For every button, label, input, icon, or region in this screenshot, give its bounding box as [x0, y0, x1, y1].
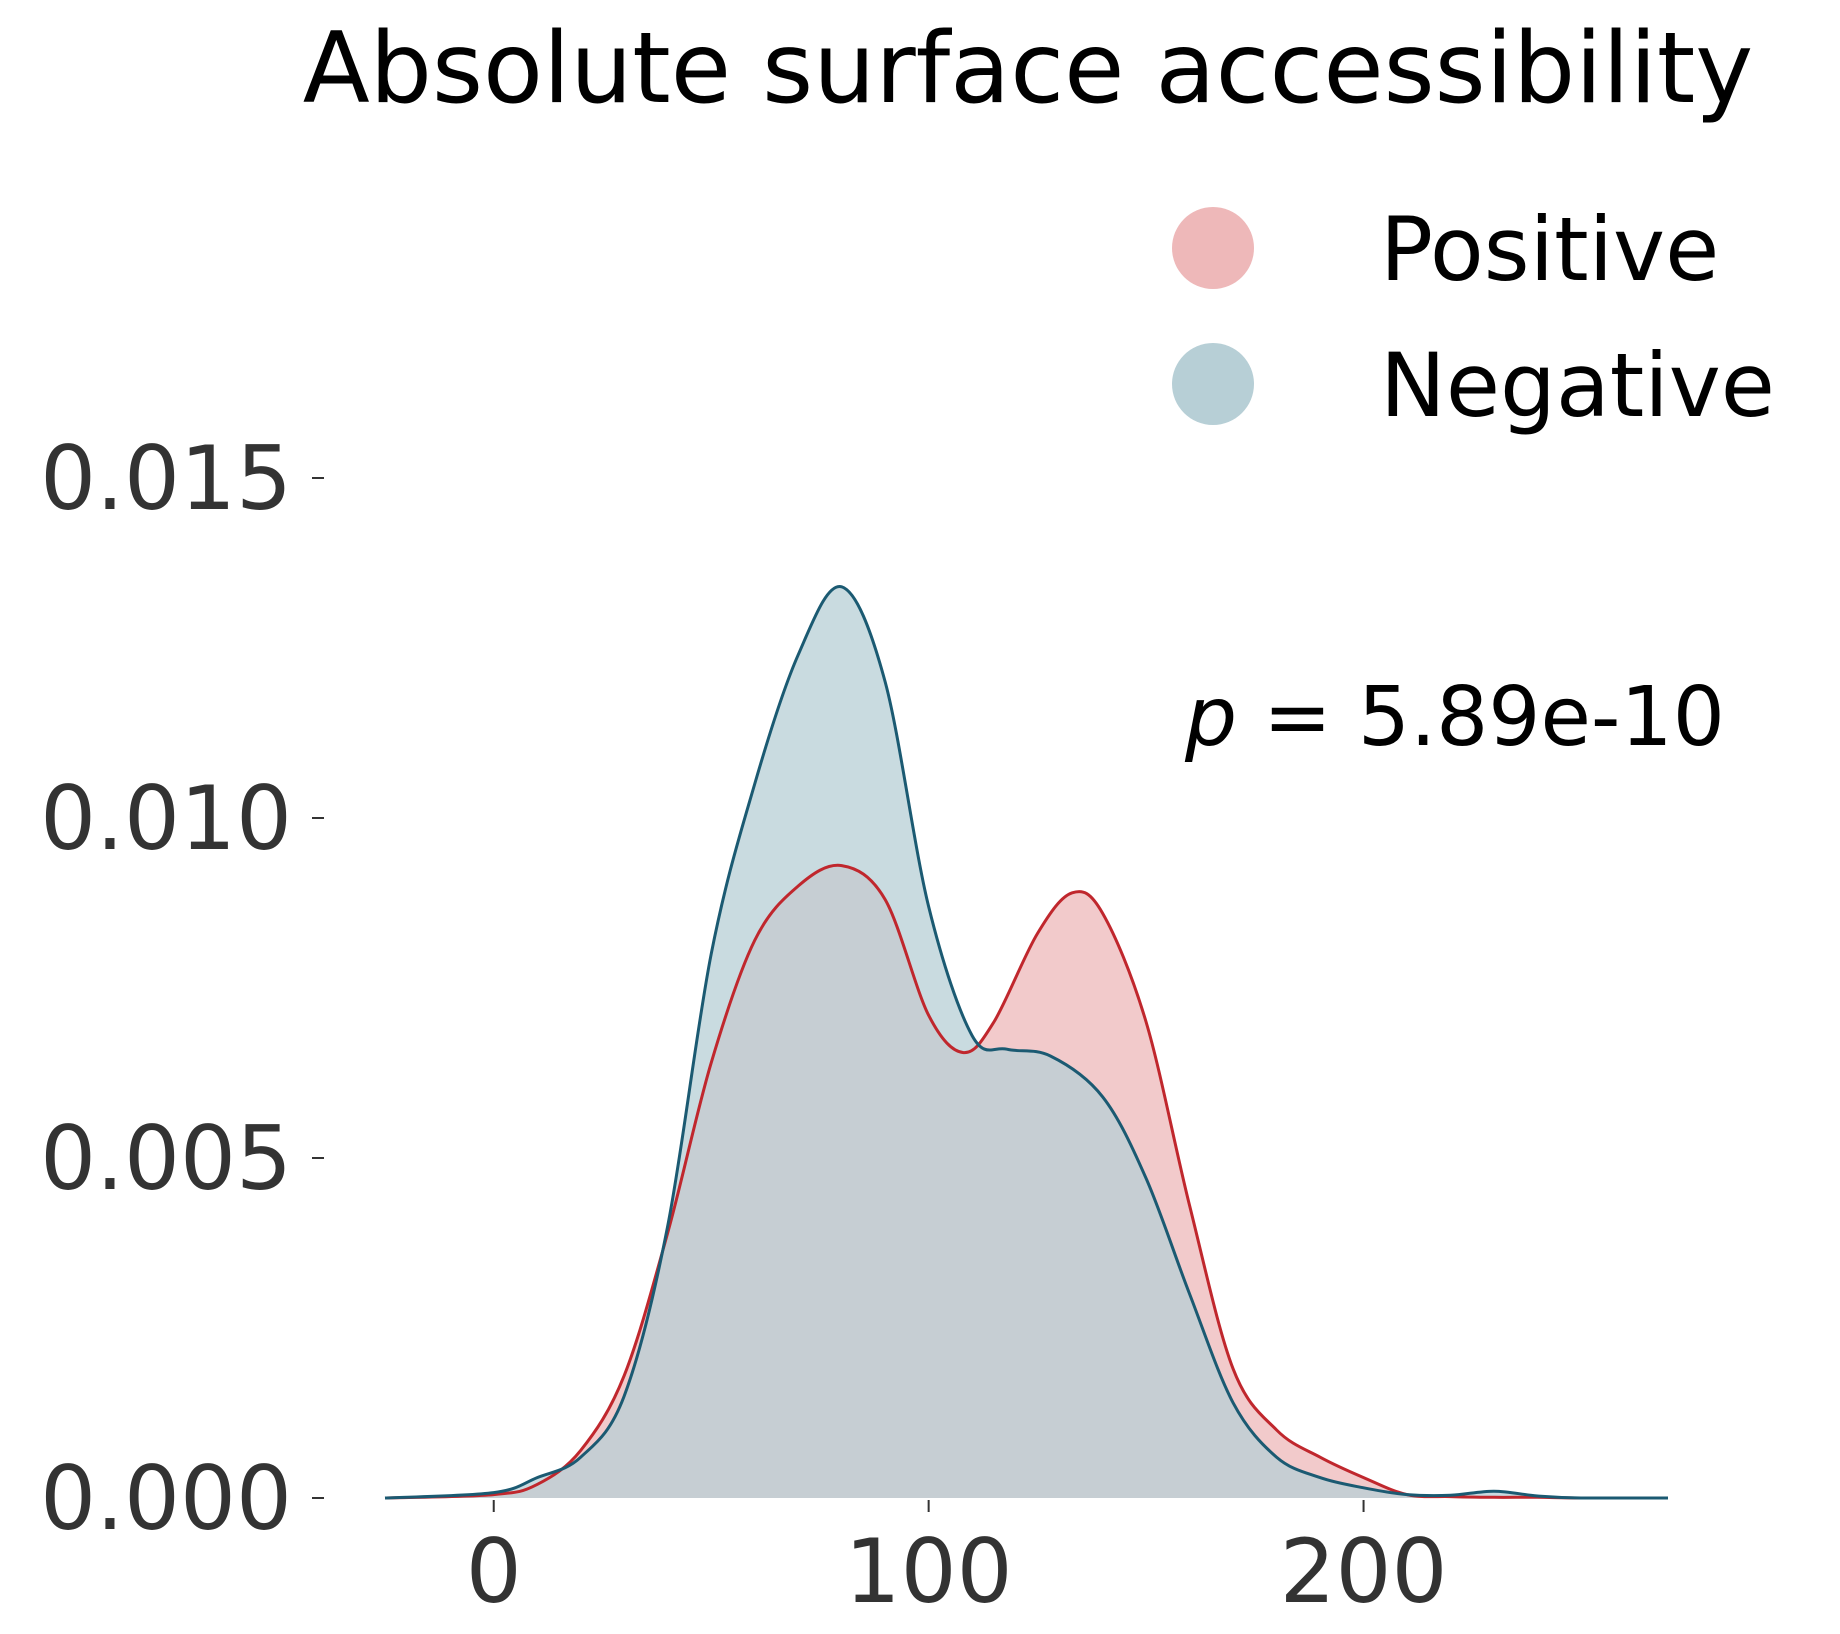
legend-label-negative: Negative	[1380, 334, 1775, 437]
x-tick-label: 100	[845, 1520, 1013, 1623]
y-tick-label: 0.000	[40, 1447, 292, 1550]
y-tick-label: 0.005	[40, 1107, 292, 1210]
legend-marker-positive	[1172, 207, 1254, 289]
density-fill-negative	[385, 586, 1668, 1498]
p-value-annotation: p = 5.89e-10	[1184, 670, 1725, 765]
y-tick-label: 0.010	[40, 767, 292, 870]
density-line-negative	[384, 585, 1668, 1500]
legend: Positive Negative	[1172, 198, 1775, 437]
p-value-text: = 5.89e-10	[1237, 670, 1725, 765]
chart-title: Absolute surface accessibility	[303, 12, 1754, 126]
plot-area	[384, 585, 1668, 1500]
x-tick-label: 200	[1280, 1520, 1448, 1623]
y-axis: 0.000 0.005 0.010 0.015	[40, 427, 324, 1550]
legend-marker-negative	[1172, 343, 1254, 425]
p-value-symbol: p	[1184, 670, 1237, 765]
legend-label-positive: Positive	[1380, 198, 1719, 301]
x-tick-label: 0	[466, 1520, 522, 1623]
x-axis: 0 100 200	[466, 1500, 1448, 1623]
y-tick-label: 0.015	[40, 427, 292, 530]
